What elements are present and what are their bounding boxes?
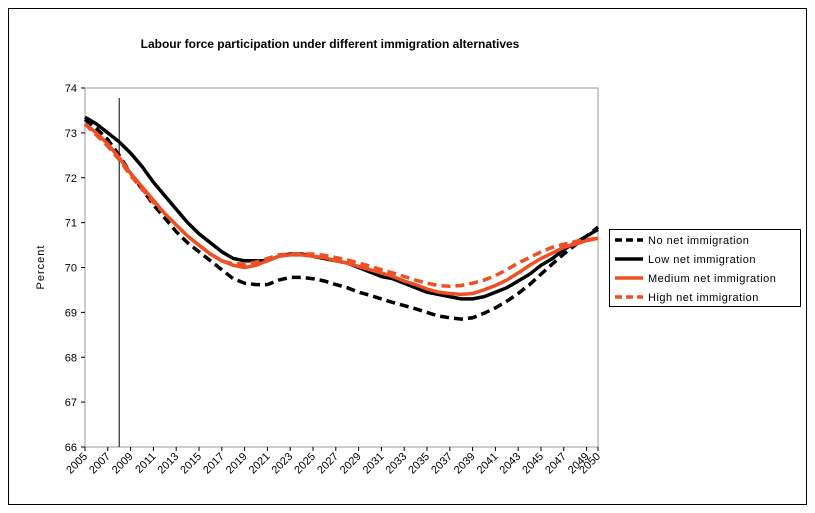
series-line — [83, 118, 600, 321]
legend-label: No net immigration — [648, 235, 749, 247]
y-tick-label: 68 — [65, 352, 77, 364]
legend — [609, 229, 801, 307]
y-tick-label: 71 — [65, 218, 77, 230]
y-tick-label: 69 — [65, 307, 77, 319]
legend-label: Low net immigration — [648, 254, 756, 266]
y-tick-label: 73 — [65, 128, 77, 140]
legend-label: High net immigration — [648, 292, 759, 304]
y-tick-label: 74 — [65, 83, 77, 95]
series-line — [83, 122, 599, 289]
chart-title: Labour force participation under differe… — [141, 37, 520, 51]
y-tick-label: 72 — [65, 173, 77, 185]
legend-label: Medium net immigration — [648, 273, 776, 285]
y-tick-label: 66 — [65, 442, 77, 454]
y-axis-label: Percent — [35, 245, 47, 290]
y-tick-label: 67 — [65, 397, 77, 409]
y-tick-label: 70 — [65, 263, 77, 275]
